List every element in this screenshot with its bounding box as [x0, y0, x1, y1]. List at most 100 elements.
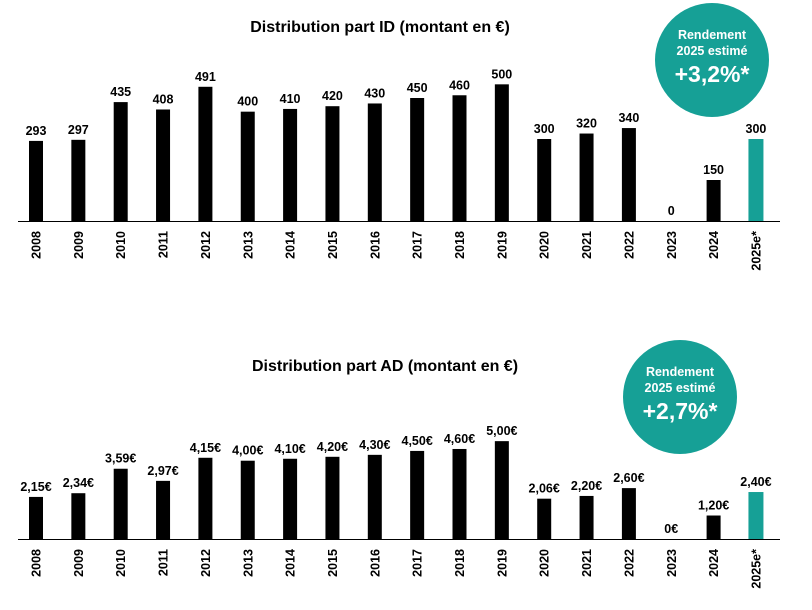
chart1-bar-2017 [410, 98, 425, 221]
chart2-value-label-2022: 2,60€ [613, 471, 644, 485]
chart2-bar-2025e* [748, 492, 764, 539]
chart1-tick-2011: 2011 [157, 231, 171, 258]
chart2-tick-2018: 2018 [453, 549, 467, 577]
chart2-bar-2013 [240, 460, 255, 539]
chart1-bar-2020 [537, 139, 552, 221]
chart2-tick-2013: 2013 [241, 549, 255, 577]
chart2-tick-2023: 2023 [665, 549, 679, 577]
chart2-yield-badge [623, 340, 737, 454]
chart1-bar-2010 [113, 102, 128, 221]
chart1-badge-value: +3,2%* [675, 61, 750, 87]
chart2-bar-2011 [156, 480, 171, 539]
chart1-value-label-2025e*: 300 [746, 122, 767, 136]
chart1-tick-2020: 2020 [538, 231, 552, 259]
chart1-yield-badge [655, 3, 769, 117]
chart2-bar-2009 [71, 493, 86, 539]
chart1-tick-2009: 2009 [72, 231, 86, 259]
chart2-value-label-2025e*: 2,40€ [740, 475, 771, 489]
chart1-tick-2016: 2016 [368, 231, 382, 259]
chart2-value-label-2010: 3,59€ [105, 452, 136, 466]
chart2-tick-2014: 2014 [284, 549, 298, 577]
chart1-tick-2017: 2017 [411, 231, 425, 259]
chart1-value-label-2016: 430 [364, 86, 385, 100]
chart2-bar-2014 [283, 458, 298, 539]
chart2-value-label-2015: 4,20€ [317, 440, 348, 454]
chart2-value-label-2019: 5,00€ [486, 424, 517, 438]
chart1-value-label-2013: 400 [237, 95, 258, 109]
chart1-tick-2013: 2013 [241, 231, 255, 259]
chart1-tick-2023: 2023 [665, 231, 679, 259]
chart1-value-label-2020: 300 [534, 122, 555, 136]
chart1-value-label-2010: 435 [110, 85, 131, 99]
chart1-value-label-2021: 320 [576, 117, 597, 131]
chart2-value-label-2016: 4,30€ [359, 438, 390, 452]
chart2-bar-2012 [198, 457, 213, 539]
chart2-tick-2021: 2021 [580, 549, 594, 577]
chart1-bar-2013 [240, 111, 255, 221]
chart2-value-label-2013: 4,00€ [232, 444, 263, 458]
chart1-bar-2016 [367, 103, 382, 221]
chart1-bar-2021 [579, 133, 594, 221]
chart2-badge-line2: 2025 estimé [645, 381, 716, 395]
chart2-bar-2018 [452, 448, 467, 539]
chart1-tick-2022: 2022 [622, 231, 636, 259]
chart2-badge-value: +2,7%* [643, 398, 718, 424]
chart1-bar-2014 [283, 108, 298, 221]
chart1-bar-2025e* [748, 139, 764, 221]
chart1-tick-2012: 2012 [199, 231, 213, 259]
chart2-value-label-2011: 2,97€ [147, 464, 178, 478]
chart1-bar-2011 [156, 109, 171, 221]
chart1-bar-2008 [29, 140, 43, 221]
chart2-bar-2015 [325, 456, 340, 539]
chart2-tick-2010: 2010 [114, 549, 128, 577]
chart1-value-label-2018: 460 [449, 78, 470, 92]
chart2-bar-2024 [706, 515, 721, 539]
chart1-value-label-2009: 297 [68, 123, 89, 137]
chart1-value-label-2023: 0 [668, 204, 675, 218]
chart1-bar-2015 [325, 106, 340, 221]
chart1-badge-line1: Rendement [678, 28, 747, 42]
chart2-tick-2016: 2016 [368, 549, 382, 577]
chart2-bar-2019 [494, 441, 509, 539]
chart1-tick-2025e*: 2025e* [749, 231, 763, 271]
chart2-value-label-2012: 4,15€ [190, 441, 221, 455]
chart1-bar-2019 [494, 84, 509, 221]
chart2-bar-2017 [410, 450, 425, 539]
chart2-value-label-2009: 2,34€ [63, 476, 94, 490]
chart1-value-label-2022: 340 [618, 111, 639, 125]
chart1-bar-2022 [621, 128, 636, 221]
chart2-tick-2019: 2019 [495, 549, 509, 577]
chart2-value-label-2023: 0€ [664, 522, 678, 536]
chart2-bar-2016 [367, 454, 382, 539]
chart1-tick-2021: 2021 [580, 231, 594, 259]
chart1-tick-2008: 2008 [30, 231, 44, 259]
chart1-tick-2018: 2018 [453, 231, 467, 259]
chart1-value-label-2012: 491 [195, 70, 216, 84]
chart1-tick-2019: 2019 [495, 231, 509, 259]
chart2-value-label-2021: 2,20€ [571, 479, 602, 493]
chart1-tick-2024: 2024 [707, 231, 721, 259]
chart1-value-label-2014: 410 [280, 92, 301, 106]
chart1-bar-2024 [706, 180, 721, 221]
chart2-tick-2025e*: 2025e* [749, 549, 763, 589]
chart2-tick-2020: 2020 [538, 549, 552, 577]
chart1-tick-2014: 2014 [284, 231, 298, 259]
chart2-bar-2008 [29, 496, 43, 539]
chart2-value-label-2018: 4,60€ [444, 432, 475, 446]
chart1-bar-2009 [71, 139, 86, 221]
chart1-value-label-2017: 450 [407, 81, 428, 95]
chart1-badge-line2: 2025 estimé [677, 44, 748, 58]
chart2-tick-2011: 2011 [157, 549, 171, 576]
chart2-value-label-2008: 2,15€ [20, 480, 51, 494]
chart2-value-label-2017: 4,50€ [402, 434, 433, 448]
chart2-tick-2022: 2022 [622, 549, 636, 577]
chart2-tick-2017: 2017 [411, 549, 425, 577]
chart2-bar-2022 [621, 488, 636, 539]
chart1-value-label-2008: 293 [26, 124, 47, 138]
chart2-badge-line1: Rendement [646, 365, 715, 379]
chart2-tick-2015: 2015 [326, 549, 340, 577]
chart2-value-label-2020: 2,06€ [529, 482, 560, 496]
chart1-title: Distribution part ID (montant en €) [250, 19, 510, 36]
